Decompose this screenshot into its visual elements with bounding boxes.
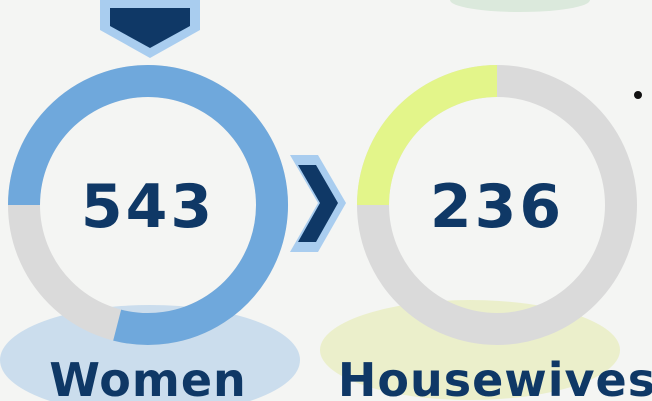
ring-value: 543: [81, 172, 215, 242]
infographic: 543 Women 236 Housewives: [0, 0, 652, 401]
ring-value: 236: [430, 172, 564, 242]
ring-label: Women: [49, 353, 247, 401]
ring-label: Housewives: [338, 353, 652, 401]
bullet: [634, 91, 642, 99]
page: 543Women236Housewives (() => { const dat…: [0, 0, 652, 401]
